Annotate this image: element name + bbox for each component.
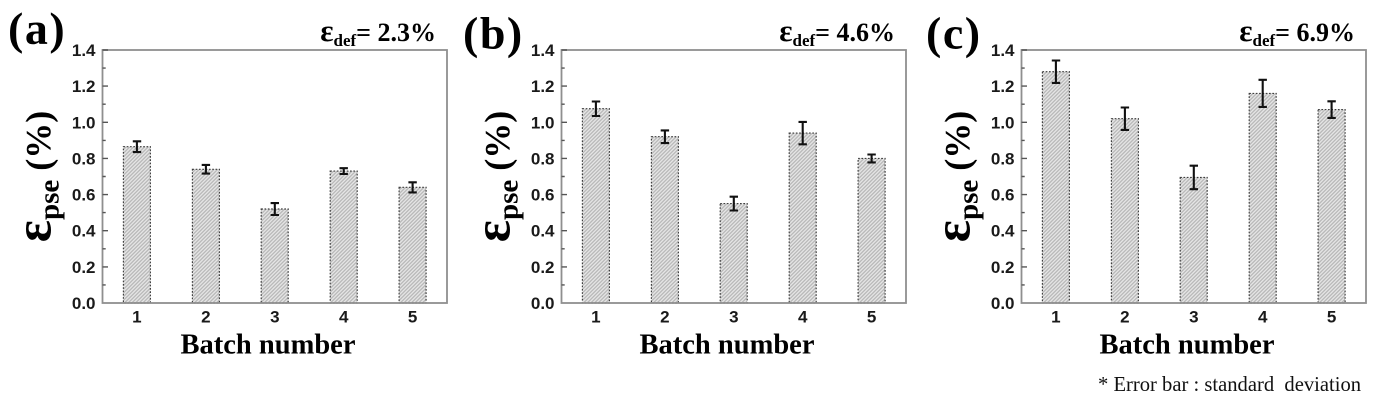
svg-text:5: 5: [1327, 308, 1336, 327]
svg-text:3: 3: [270, 308, 279, 327]
svg-text:1: 1: [591, 308, 600, 327]
svg-text:Batch number: Batch number: [1100, 330, 1275, 361]
svg-text:4: 4: [1258, 308, 1268, 327]
svg-text:0.6: 0.6: [531, 186, 555, 205]
svg-text:Batch number: Batch number: [640, 330, 815, 361]
svg-text:4: 4: [798, 308, 808, 327]
svg-text:0.0: 0.0: [991, 294, 1015, 313]
svg-text:(c): (c): [926, 8, 982, 59]
svg-text:εdef= 4.6%: εdef= 4.6%: [779, 13, 895, 50]
svg-text:εpse (%): εpse (%): [6, 111, 66, 243]
svg-text:2: 2: [1120, 308, 1129, 327]
svg-text:1.4: 1.4: [991, 41, 1015, 60]
svg-text:5: 5: [867, 308, 876, 327]
svg-text:0.4: 0.4: [72, 222, 96, 241]
svg-text:0.6: 0.6: [991, 186, 1015, 205]
svg-text:εpse (%): εpse (%): [925, 111, 985, 243]
svg-text:3: 3: [1189, 308, 1198, 327]
svg-text:0.6: 0.6: [72, 186, 96, 205]
svg-text:0.2: 0.2: [991, 258, 1015, 277]
svg-text:0.8: 0.8: [531, 149, 555, 168]
svg-text:1.0: 1.0: [991, 113, 1015, 132]
svg-text:0.8: 0.8: [991, 149, 1015, 168]
svg-text:1.2: 1.2: [531, 77, 555, 96]
svg-text:εdef= 6.9%: εdef= 6.9%: [1239, 13, 1355, 50]
svg-text:0.2: 0.2: [72, 258, 96, 277]
svg-text:(b): (b): [463, 8, 524, 59]
svg-text:0.2: 0.2: [531, 258, 555, 277]
svg-text:εpse (%): εpse (%): [465, 111, 525, 243]
svg-text:0.4: 0.4: [991, 222, 1015, 241]
svg-text:4: 4: [339, 308, 349, 327]
svg-text:1.0: 1.0: [72, 113, 96, 132]
svg-text:0.4: 0.4: [531, 222, 555, 241]
svg-text:2: 2: [201, 308, 210, 327]
svg-text:εdef= 2.3%: εdef= 2.3%: [320, 13, 436, 50]
svg-text:(a): (a): [8, 3, 66, 54]
svg-text:1: 1: [1051, 308, 1060, 327]
svg-text:0.8: 0.8: [72, 149, 96, 168]
svg-text:* Error bar : standard deviat: * Error bar : standard deviation: [1098, 374, 1361, 396]
svg-text:1.2: 1.2: [991, 77, 1015, 96]
svg-text:0.0: 0.0: [72, 294, 96, 313]
svg-text:0.0: 0.0: [531, 294, 555, 313]
svg-text:5: 5: [408, 308, 417, 327]
svg-text:Batch number: Batch number: [181, 330, 356, 361]
svg-text:1.2: 1.2: [72, 77, 96, 96]
svg-text:1.4: 1.4: [531, 41, 555, 60]
svg-text:1: 1: [132, 308, 141, 327]
svg-text:3: 3: [729, 308, 738, 327]
svg-text:1.4: 1.4: [72, 41, 96, 60]
svg-text:1.0: 1.0: [531, 113, 555, 132]
svg-text:2: 2: [660, 308, 669, 327]
